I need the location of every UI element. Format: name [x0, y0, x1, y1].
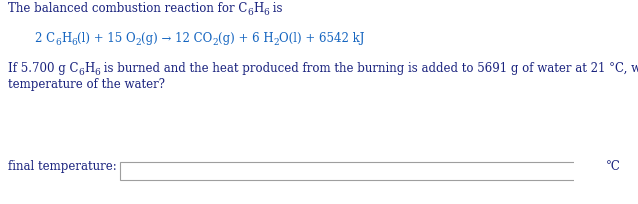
Text: 6: 6	[248, 8, 253, 17]
Text: 2 C: 2 C	[35, 32, 55, 45]
Text: final temperature:: final temperature:	[8, 160, 117, 173]
Text: (g) + 6 H: (g) + 6 H	[218, 32, 274, 45]
Text: (g) → 12 CO: (g) → 12 CO	[141, 32, 212, 45]
Text: If 5.700 g C: If 5.700 g C	[8, 62, 78, 75]
FancyBboxPatch shape	[120, 162, 600, 180]
Text: O(l) + 6542 kJ: O(l) + 6542 kJ	[279, 32, 365, 45]
Text: 2: 2	[274, 38, 279, 47]
Text: H: H	[61, 32, 71, 45]
Text: H: H	[253, 2, 263, 15]
Text: 6: 6	[94, 68, 100, 77]
Text: is burned and the heat produced from the burning is added to 5691 g of water at : is burned and the heat produced from the…	[100, 62, 638, 75]
Text: (l) + 15 O: (l) + 15 O	[77, 32, 135, 45]
Text: The balanced combustion reaction for C: The balanced combustion reaction for C	[8, 2, 248, 15]
Text: 6: 6	[71, 38, 77, 47]
Text: is: is	[269, 2, 283, 15]
Text: 6: 6	[55, 38, 61, 47]
Text: 6: 6	[78, 68, 84, 77]
Text: temperature of the water?: temperature of the water?	[8, 78, 165, 91]
Text: 2: 2	[135, 38, 141, 47]
Text: 2: 2	[212, 38, 218, 47]
Text: 6: 6	[263, 8, 269, 17]
Text: °C: °C	[606, 160, 621, 173]
Text: H: H	[84, 62, 94, 75]
